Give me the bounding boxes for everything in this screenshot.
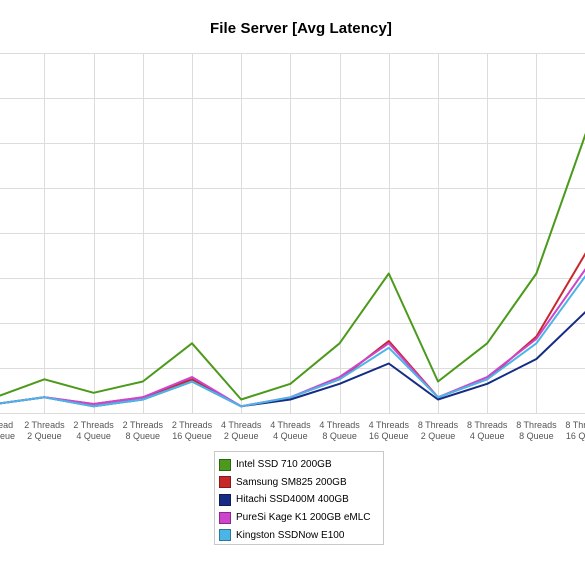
legend-label: PureSi Kage K1 200GB eMLC <box>236 512 371 524</box>
x-tick-label: 2 Threads 2 Queue <box>24 420 65 441</box>
x-tick-label: 8 Threads 2 Queue <box>418 420 459 441</box>
legend: Intel SSD 710 200GB Samsung SM825 200GB Hi… <box>214 451 384 545</box>
x-tick-label: 2 Threads 16 Queue <box>172 420 213 441</box>
series-line <box>0 252 585 408</box>
legend-swatch <box>219 511 231 524</box>
legend-label: Samsung SM825 200GB <box>236 476 347 488</box>
x-tick-label: 2 Threads 4 Queue <box>73 420 114 441</box>
x-tick-label: 1 Thread16 Queue <box>0 420 15 441</box>
x-tick-label: 4 Threads 4 Queue <box>270 420 311 441</box>
series-lines <box>0 133 585 408</box>
legend-swatch <box>219 476 231 489</box>
series-line <box>0 311 585 408</box>
legend-swatch <box>219 493 231 506</box>
legend-item: Kingston SSDNow E100 <box>219 526 383 544</box>
series-line <box>0 268 585 408</box>
x-tick-label: 4 Threads 8 Queue <box>319 420 360 441</box>
x-tick-label: 8 Threads 4 Queue <box>467 420 508 441</box>
legend-item: Hitachi SSD400M 400GB <box>219 491 383 509</box>
x-tick-label: 4 Threads 16 Queue <box>369 420 410 441</box>
legend-label: Hitachi SSD400M 400GB <box>236 494 349 506</box>
legend-item: PureSi Kage K1 200GB eMLC <box>219 509 383 527</box>
legend-swatch <box>219 458 231 471</box>
gridlines <box>0 53 585 414</box>
legend-swatch <box>219 529 231 542</box>
legend-item: Samsung SM825 200GB <box>219 474 383 492</box>
x-tick-label: 8 Threads 8 Queue <box>516 420 557 441</box>
series-line <box>0 275 585 408</box>
x-tick-label: 2 Threads 8 Queue <box>123 420 164 441</box>
legend-item: Intel SSD 710 200GB <box>219 456 383 474</box>
chart-title: File Server [Avg Latency] <box>209 20 392 37</box>
legend-label: Intel SSD 710 200GB <box>236 459 332 471</box>
series-line <box>0 133 585 401</box>
legend-label: Kingston SSDNow E100 <box>236 529 345 541</box>
x-tick-label: 4 Threads 2 Queue <box>221 420 262 441</box>
